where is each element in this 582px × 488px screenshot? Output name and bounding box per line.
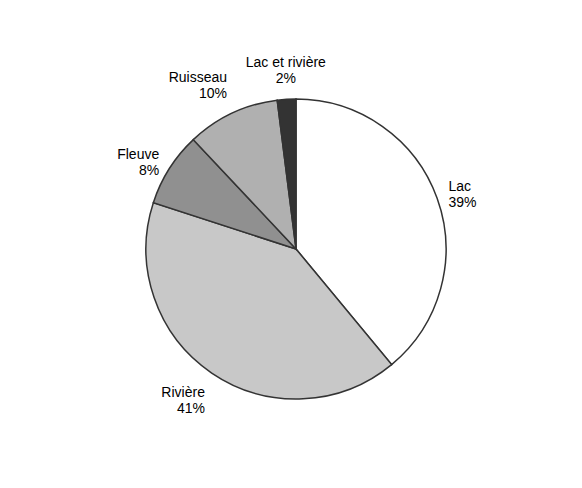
svg-text:Fleuve8%: Fleuve8% (117, 146, 159, 178)
svg-text:Lac et rivière2%: Lac et rivière2% (246, 54, 326, 86)
svg-text:Lac39%: Lac39% (448, 178, 476, 210)
svg-text:Rivière41%: Rivière41% (161, 384, 205, 416)
svg-text:Ruisseau10%: Ruisseau10% (169, 69, 227, 101)
